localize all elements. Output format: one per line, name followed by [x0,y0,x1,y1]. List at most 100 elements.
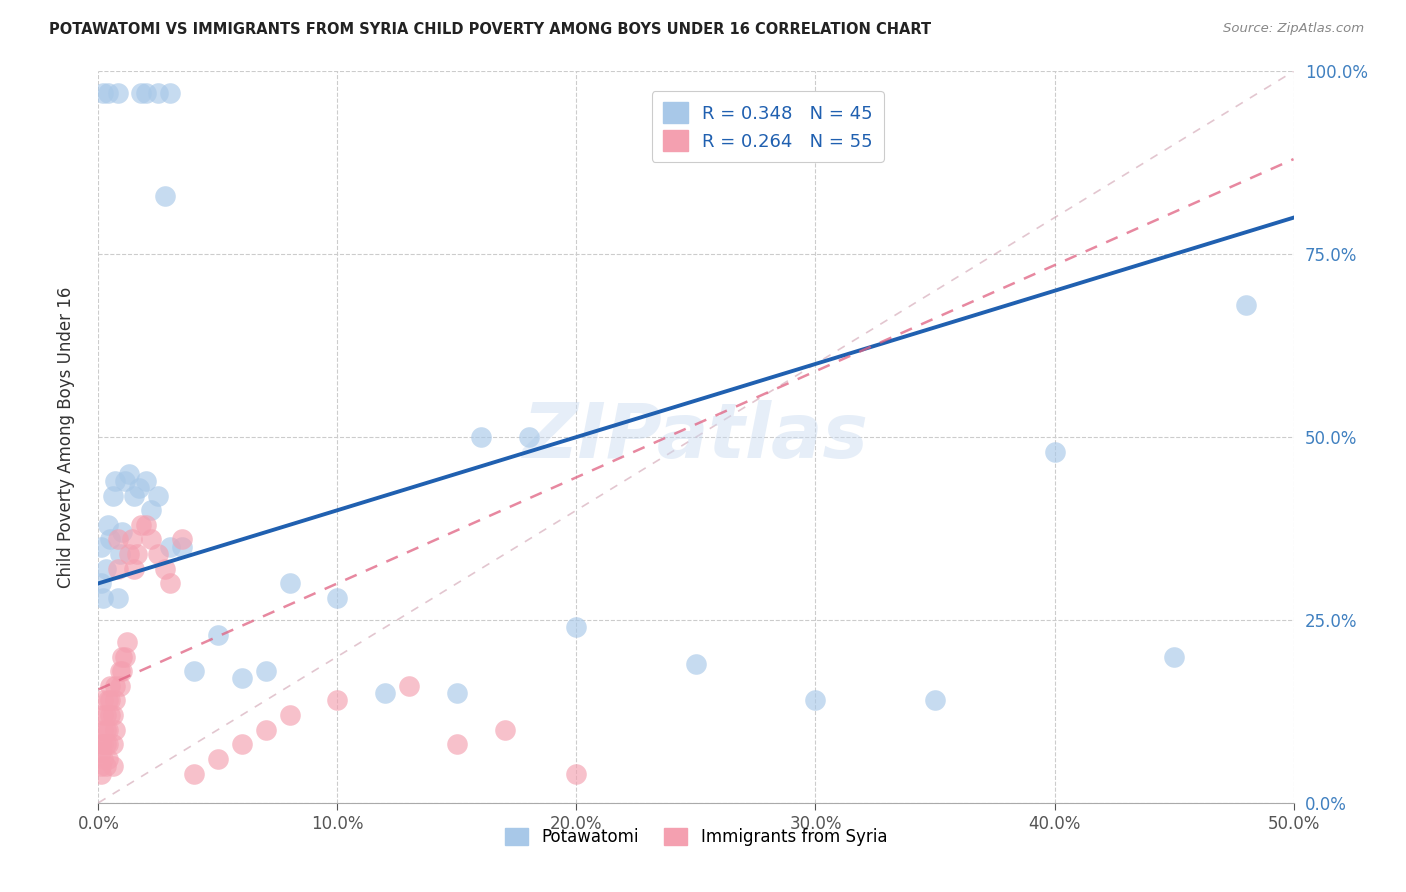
Point [183,766,205,780]
Point [148,547,170,561]
Point [90,737,112,751]
Point [101,489,124,503]
Legend: Potawatomi, Immigrants from Syria: Potawatomi, Immigrants from Syria [498,822,894,853]
Point [125,547,148,561]
Point [148,489,170,503]
Point [159,540,181,554]
Point [139,503,162,517]
Point [124,562,146,576]
Point [91,708,114,723]
Point [1043,444,1066,458]
Point [135,517,157,532]
Point [159,87,181,101]
Point [98,693,122,707]
Point [128,481,150,495]
Point [90,759,112,773]
Point [159,576,181,591]
Point [90,766,112,780]
Point [139,533,162,547]
Point [111,664,134,678]
Point [254,723,277,737]
Point [101,708,124,723]
Point [108,664,131,678]
Point [231,672,253,686]
Point [101,737,124,751]
Point [183,664,205,678]
Point [107,533,129,547]
Point [111,649,134,664]
Point [107,87,129,101]
Point [685,657,707,671]
Point [131,517,153,532]
Point [104,474,127,488]
Point [91,591,114,605]
Point [124,489,146,503]
Point [90,540,112,554]
Point [114,474,136,488]
Point [118,547,141,561]
Point [97,87,120,101]
Point [108,679,131,693]
Point [104,693,127,707]
Point [155,188,177,202]
Point [90,576,112,591]
Point [172,533,194,547]
Point [494,723,516,737]
Point [254,664,277,678]
Point [91,737,114,751]
Point [91,87,114,101]
Point [148,87,170,101]
Point [118,467,141,481]
Point [326,693,349,707]
Point [135,474,157,488]
Point [91,693,114,707]
Point [97,737,120,751]
Point [101,759,124,773]
Point [97,517,120,532]
Point [115,635,138,649]
Point [97,723,120,737]
Point [94,759,117,773]
Point [207,627,229,641]
Point [121,533,143,547]
Point [97,693,120,707]
Point [104,679,127,693]
Point [470,430,492,444]
Point [104,723,127,737]
Point [107,562,129,576]
Point [94,562,117,576]
Point [94,737,117,751]
Point [804,693,827,707]
Point [1163,649,1185,664]
Point [517,430,540,444]
Point [94,708,117,723]
Point [91,723,114,737]
Point [108,547,131,561]
Point [172,540,194,554]
Point [278,708,301,723]
Point [97,752,120,766]
Text: Source: ZipAtlas.com: Source: ZipAtlas.com [1223,22,1364,36]
Point [94,723,117,737]
Point [446,737,468,751]
Point [98,533,122,547]
Point [98,679,122,693]
Point [155,562,177,576]
Point [207,752,229,766]
Point [446,686,468,700]
Point [1234,298,1257,312]
Point [565,766,588,780]
Text: ZIPatlas: ZIPatlas [523,401,869,474]
Point [90,745,112,759]
Point [135,87,157,101]
Point [924,693,946,707]
Point [107,591,129,605]
Point [111,525,134,540]
Point [91,752,114,766]
Point [114,649,136,664]
Point [278,576,301,591]
Point [98,708,122,723]
Text: POTAWATOMI VS IMMIGRANTS FROM SYRIA CHILD POVERTY AMONG BOYS UNDER 16 CORRELATIO: POTAWATOMI VS IMMIGRANTS FROM SYRIA CHIL… [49,22,931,37]
Y-axis label: Child Poverty Among Boys Under 16: Child Poverty Among Boys Under 16 [56,286,75,588]
Point [565,620,588,634]
